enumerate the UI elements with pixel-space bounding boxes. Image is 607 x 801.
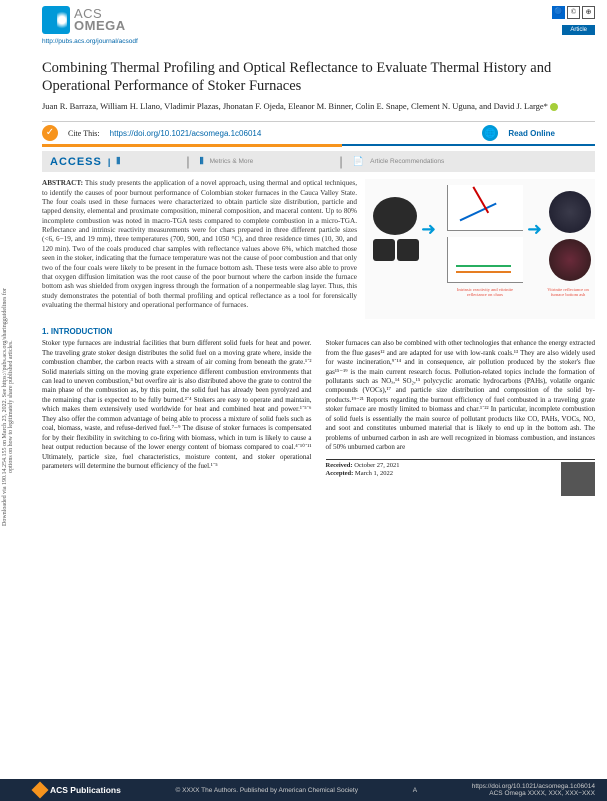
access-bar: ACCESS |⫴ | ⫴ Metrics & More | 📄 Article…: [42, 151, 595, 172]
footer-ref: https://doi.org/10.1021/acsomega.1c06014…: [472, 783, 595, 797]
read-icon[interactable]: 🌐: [482, 125, 498, 141]
header: ACSOMEGA http://pubs.acs.org/journal/acs…: [42, 6, 595, 45]
download-notice: Downloaded via 190.14.254.155 on March 2…: [0, 282, 30, 532]
column-2: Stoker furnaces can also be combined wit…: [326, 339, 596, 495]
cite-bar: ✓ Cite This: https://doi.org/10.1021/acs…: [42, 121, 595, 146]
article-title: Combining Thermal Profiling and Optical …: [42, 59, 595, 95]
orange-divider: [42, 144, 342, 147]
article-badge: Article: [562, 25, 595, 35]
copyright: © XXXX The Authors. Published by America…: [176, 787, 358, 794]
logo-icon: [42, 6, 70, 34]
doi-link[interactable]: https://doi.org/10.1021/acsomega.1c06014: [110, 129, 262, 138]
authors: Juan R. Barraza, William H. Llano, Vladi…: [42, 101, 595, 111]
metrics-link[interactable]: Metrics & More: [210, 158, 254, 165]
page-number: A: [413, 787, 417, 794]
ad-icon: 🔵: [552, 6, 565, 19]
recs-link[interactable]: Article Recommendations: [370, 158, 444, 165]
abstract: ABSTRACT: This study presents the applic…: [42, 177, 595, 321]
read-online-link[interactable]: Read Online: [508, 129, 595, 138]
publisher-logo: ACS Publications: [34, 784, 121, 796]
diamond-icon: [32, 782, 49, 799]
cite-icon: ✓: [42, 125, 58, 141]
orcid-icon: [550, 103, 558, 111]
cc-icon: ©: [567, 6, 580, 19]
journal-logo: ACSOMEGA: [42, 6, 138, 34]
thumbnail-icon: [561, 462, 595, 496]
oa-icon: ⊕: [582, 6, 595, 19]
section-heading: 1. INTRODUCTION: [42, 327, 595, 336]
column-1: Stoker type furnaces are industrial faci…: [42, 339, 312, 495]
header-badges: 🔵 © ⊕: [552, 6, 595, 19]
graphical-abstract: ➜ ➜ Intrinsic reactivity and vitrinite r…: [365, 179, 595, 319]
footer: ACS Publications © XXXX The Authors. Pub…: [0, 779, 607, 801]
abstract-text: ABSTRACT: This study presents the applic…: [42, 179, 357, 319]
body-text: Stoker type furnaces are industrial faci…: [42, 339, 595, 495]
received-box: Received: October 27, 2021 Accepted: Mar…: [326, 459, 596, 496]
access-label[interactable]: ACCESS: [50, 156, 102, 168]
cite-label: Cite This:: [68, 129, 100, 138]
journal-url[interactable]: http://pubs.acs.org/journal/acsodf: [42, 38, 138, 45]
